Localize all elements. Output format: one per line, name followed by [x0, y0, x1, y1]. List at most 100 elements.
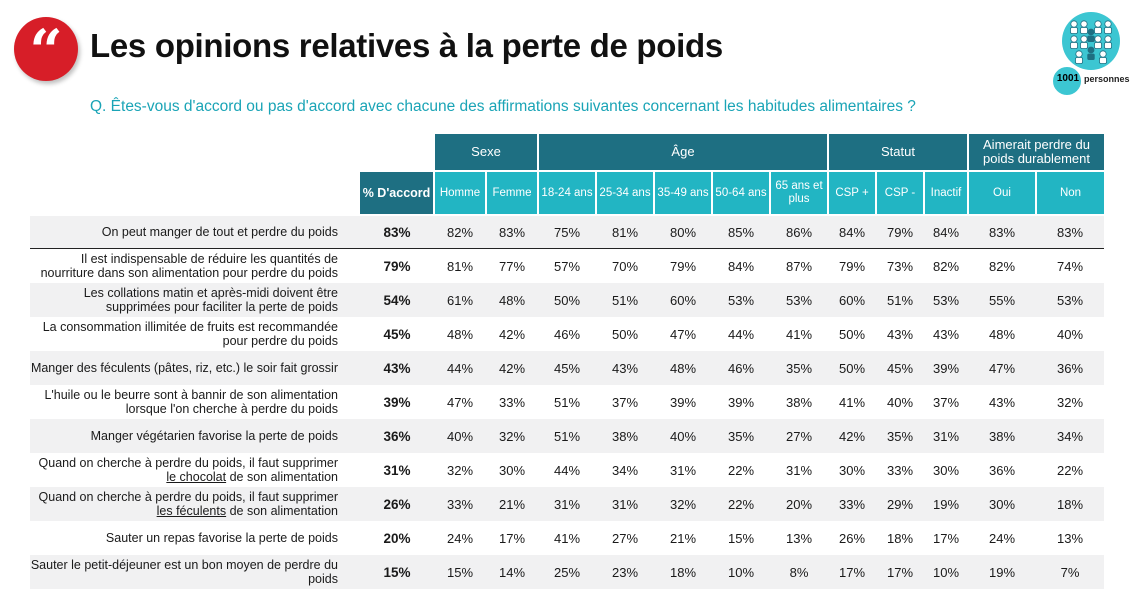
column-header: 35-49 ans [653, 170, 712, 215]
table-row: Il est indispensable de réduire les quan… [30, 248, 1104, 283]
value-cell: 53% [1036, 283, 1104, 317]
value-cell: 39% [712, 385, 770, 419]
value-cell: 42% [486, 351, 538, 385]
row-label: Sauter un repas favorise la perte de poi… [30, 521, 360, 555]
value-cell: 19% [968, 555, 1036, 589]
table-row: Manger des féculents (pâtes, riz, etc.) … [30, 351, 1104, 385]
panel-size-badge: 1001 personnes [1052, 10, 1134, 96]
table-row: Les collations matin et après-midi doive… [30, 283, 1104, 317]
value-cell: 53% [770, 283, 828, 317]
value-cell: 31% [538, 487, 596, 521]
value-cell: 21% [654, 521, 712, 555]
value-cell: 50% [538, 283, 596, 317]
value-cell: 7% [1036, 555, 1104, 589]
value-cell: 48% [486, 283, 538, 317]
value-cell: 38% [968, 419, 1036, 453]
column-header: % D'accord [360, 170, 434, 215]
value-cell: 37% [596, 385, 654, 419]
row-label: L'huile ou le beurre sont à bannir de so… [30, 385, 360, 419]
value-cell: 34% [1036, 419, 1104, 453]
value-cell: 17% [924, 521, 968, 555]
results-table: Sexe Âge Statut Aimerait perdre du poids… [30, 134, 1104, 589]
panel-count: 1001 [1056, 73, 1080, 84]
value-cell: 51% [538, 385, 596, 419]
value-cell: 79% [654, 248, 712, 283]
value-cell: 44% [434, 351, 486, 385]
value-cell: 40% [434, 419, 486, 453]
value-cell: 82% [434, 214, 486, 249]
value-cell: 17% [876, 555, 924, 589]
survey-question: Q. Êtes-vous d'accord ou pas d'accord av… [90, 98, 916, 115]
value-cell: 43% [596, 351, 654, 385]
value-cell: 24% [968, 521, 1036, 555]
table-row: Sauter un repas favorise la perte de poi… [30, 521, 1104, 555]
value-cell: 73% [876, 248, 924, 283]
group-header-sexe: Sexe [433, 134, 538, 171]
row-label: Il est indispensable de réduire les quan… [30, 248, 360, 283]
row-label: Sauter le petit-déjeuner est un bon moye… [30, 555, 360, 589]
quote-icon: “ [14, 17, 78, 83]
value-cell: 24% [434, 521, 486, 555]
value-cell: 19% [924, 487, 968, 521]
column-header: 50-64 ans [711, 170, 770, 215]
table-row: Quand on cherche à perdre du poids, il f… [30, 453, 1104, 487]
value-cell: 41% [770, 317, 828, 351]
page-title: Les opinions relatives à la perte de poi… [90, 27, 723, 64]
value-cell: 45% [876, 351, 924, 385]
value-cell: 32% [654, 487, 712, 521]
row-label: Quand on cherche à perdre du poids, il f… [30, 487, 360, 521]
value-cell: 81% [434, 248, 486, 283]
value-cell: 8% [770, 555, 828, 589]
value-cell: 40% [1036, 317, 1104, 351]
value-cell: 33% [876, 453, 924, 487]
value-cell: 32% [486, 419, 538, 453]
value-cell: 31% [654, 453, 712, 487]
value-cell: 35% [712, 419, 770, 453]
value-cell: 70% [596, 248, 654, 283]
value-cell: 50% [596, 317, 654, 351]
value-cell: 31% [596, 487, 654, 521]
value-cell: 51% [596, 283, 654, 317]
value-cell: 35% [770, 351, 828, 385]
value-cell: 80% [654, 214, 712, 249]
column-header: 18-24 ans [537, 170, 596, 215]
value-cell: 82% [968, 248, 1036, 283]
value-cell: 42% [828, 419, 876, 453]
value-cell: 85% [712, 214, 770, 249]
value-cell: 14% [486, 555, 538, 589]
value-cell: 36% [1036, 351, 1104, 385]
value-cell: 45% [538, 351, 596, 385]
value-cell: 33% [434, 487, 486, 521]
total-agree-cell: 54% [360, 283, 434, 317]
value-cell: 33% [486, 385, 538, 419]
value-cell: 83% [968, 214, 1036, 249]
value-cell: 36% [968, 453, 1036, 487]
value-cell: 10% [924, 555, 968, 589]
value-cell: 30% [968, 487, 1036, 521]
value-cell: 84% [712, 248, 770, 283]
total-agree-cell: 79% [360, 248, 434, 283]
value-cell: 83% [1036, 214, 1104, 249]
column-header: Inactif [923, 170, 968, 215]
total-agree-cell: 43% [360, 351, 434, 385]
value-cell: 40% [876, 385, 924, 419]
value-cell: 18% [1036, 487, 1104, 521]
value-cell: 31% [770, 453, 828, 487]
value-cell: 18% [876, 521, 924, 555]
row-label: Manger des féculents (pâtes, riz, etc.) … [30, 351, 360, 385]
row-label: Les collations matin et après-midi doive… [30, 283, 360, 317]
column-header: CSP + [827, 170, 876, 215]
row-label: La consommation illimitée de fruits est … [30, 317, 360, 351]
value-cell: 48% [654, 351, 712, 385]
table-row: On peut manger de tout et perdre du poid… [30, 214, 1104, 249]
column-header: 25-34 ans [595, 170, 654, 215]
value-cell: 30% [924, 453, 968, 487]
value-cell: 38% [770, 385, 828, 419]
value-cell: 31% [924, 419, 968, 453]
value-cell: 50% [828, 317, 876, 351]
value-cell: 61% [434, 283, 486, 317]
value-cell: 47% [434, 385, 486, 419]
value-cell: 55% [968, 283, 1036, 317]
total-agree-cell: 15% [360, 555, 434, 589]
table-row: La consommation illimitée de fruits est … [30, 317, 1104, 351]
